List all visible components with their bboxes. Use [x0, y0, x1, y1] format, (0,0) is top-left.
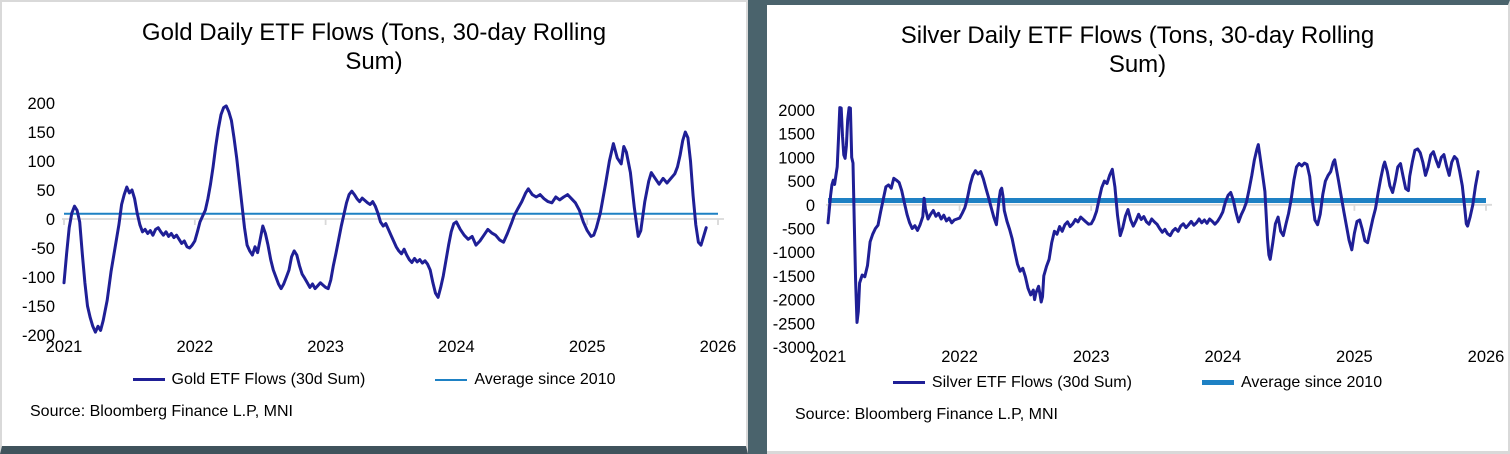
x-tick-label: 2023	[307, 338, 344, 356]
x-tick-label: 2025	[1336, 348, 1373, 366]
y-tick-label: -1500	[772, 267, 814, 285]
y-tick-label: 1500	[778, 125, 815, 143]
gold-source-note: Source: Bloomberg Finance L.P, MNI	[30, 402, 293, 420]
gold-average-line-swatch	[435, 378, 468, 381]
gold-series-line-swatch	[132, 378, 165, 382]
y-tick-label: -1000	[772, 244, 814, 262]
gold-chart-title: Gold Daily ETF Flows (Tons, 30-day Rolli…	[141, 19, 607, 75]
legend-item-silver-series: Silver ETF Flows (30d Sum)	[892, 373, 1132, 392]
series-line	[826, 105, 1480, 324]
x-tick-label: 2022	[176, 338, 213, 356]
gold-series-legend-label: Gold ETF Flows (30d Sum)	[171, 370, 366, 388]
y-tick-label: -500	[781, 220, 814, 238]
y-tick-label: 2000	[778, 102, 815, 120]
y-tick-label: 50	[37, 182, 55, 200]
legend-item-gold-series: Gold ETF Flows (30d Sum)	[132, 370, 366, 389]
y-tick-label: -100	[22, 269, 55, 287]
x-tick-label: 2021	[809, 348, 846, 366]
y-tick-label: -2500	[772, 315, 814, 333]
y-tick-label: -200	[22, 327, 55, 345]
x-tick-label: 2024	[438, 338, 475, 356]
y-tick-label: -3000	[772, 339, 814, 357]
y-tick-label: 0	[46, 211, 55, 229]
silver-source-note: Source: Bloomberg Finance L.P, MNI	[795, 405, 1058, 423]
x-tick-label: 2022	[941, 348, 978, 366]
y-tick-label: 0	[805, 196, 814, 214]
silver-chart-canvas: 2000 1500 1000 500 0 -500 -1000 -1500 -2000 -2500…	[772, 102, 1504, 366]
silver-average-legend-label: Average since 2010	[1240, 373, 1383, 391]
gold-average-legend-label: Average since 2010	[474, 370, 616, 388]
silver-chart-title: Silver Daily ETF Flows (Tons, 30-day Rol…	[900, 22, 1375, 78]
silver-chart-panel: Silver Daily ETF Flows (Tons, 30-day Rol…	[767, 0, 1510, 454]
gold-chart-legend: Gold ETF Flows (30d Sum) Average since 2…	[2, 369, 746, 391]
legend-item-silver-average: Average since 2010	[1201, 373, 1383, 392]
y-tick-label: 1000	[778, 149, 815, 167]
y-tick-label: -150	[22, 298, 55, 316]
x-tick-label: 2025	[569, 338, 606, 356]
silver-series-line-swatch	[892, 381, 925, 385]
x-tick-label: 2024	[1204, 348, 1241, 366]
series-line	[62, 103, 708, 334]
x-tick-label: 2023	[1072, 348, 1109, 366]
y-tick-label: 200	[27, 95, 55, 113]
x-tick-label: 2021	[46, 338, 83, 356]
silver-series-legend-label: Silver ETF Flows (30d Sum)	[931, 373, 1132, 391]
y-tick-label: -2000	[772, 291, 814, 309]
y-tick-label: 150	[27, 124, 55, 142]
y-tick-label: -50	[31, 240, 55, 258]
silver-average-line-swatch	[1201, 380, 1234, 386]
gold-chart-panel: Gold Daily ETF Flows (Tons, 30-day Rolli…	[0, 0, 748, 454]
panel-divider	[748, 0, 767, 454]
x-tick-label: 2026	[700, 338, 737, 356]
silver-chart-legend: Silver ETF Flows (30d Sum) Average since…	[767, 372, 1508, 394]
x-tick-label: 2026	[1467, 348, 1504, 366]
legend-item-gold-average: Average since 2010	[435, 371, 615, 389]
y-tick-label: 100	[27, 153, 55, 171]
y-tick-label: 500	[787, 173, 815, 191]
